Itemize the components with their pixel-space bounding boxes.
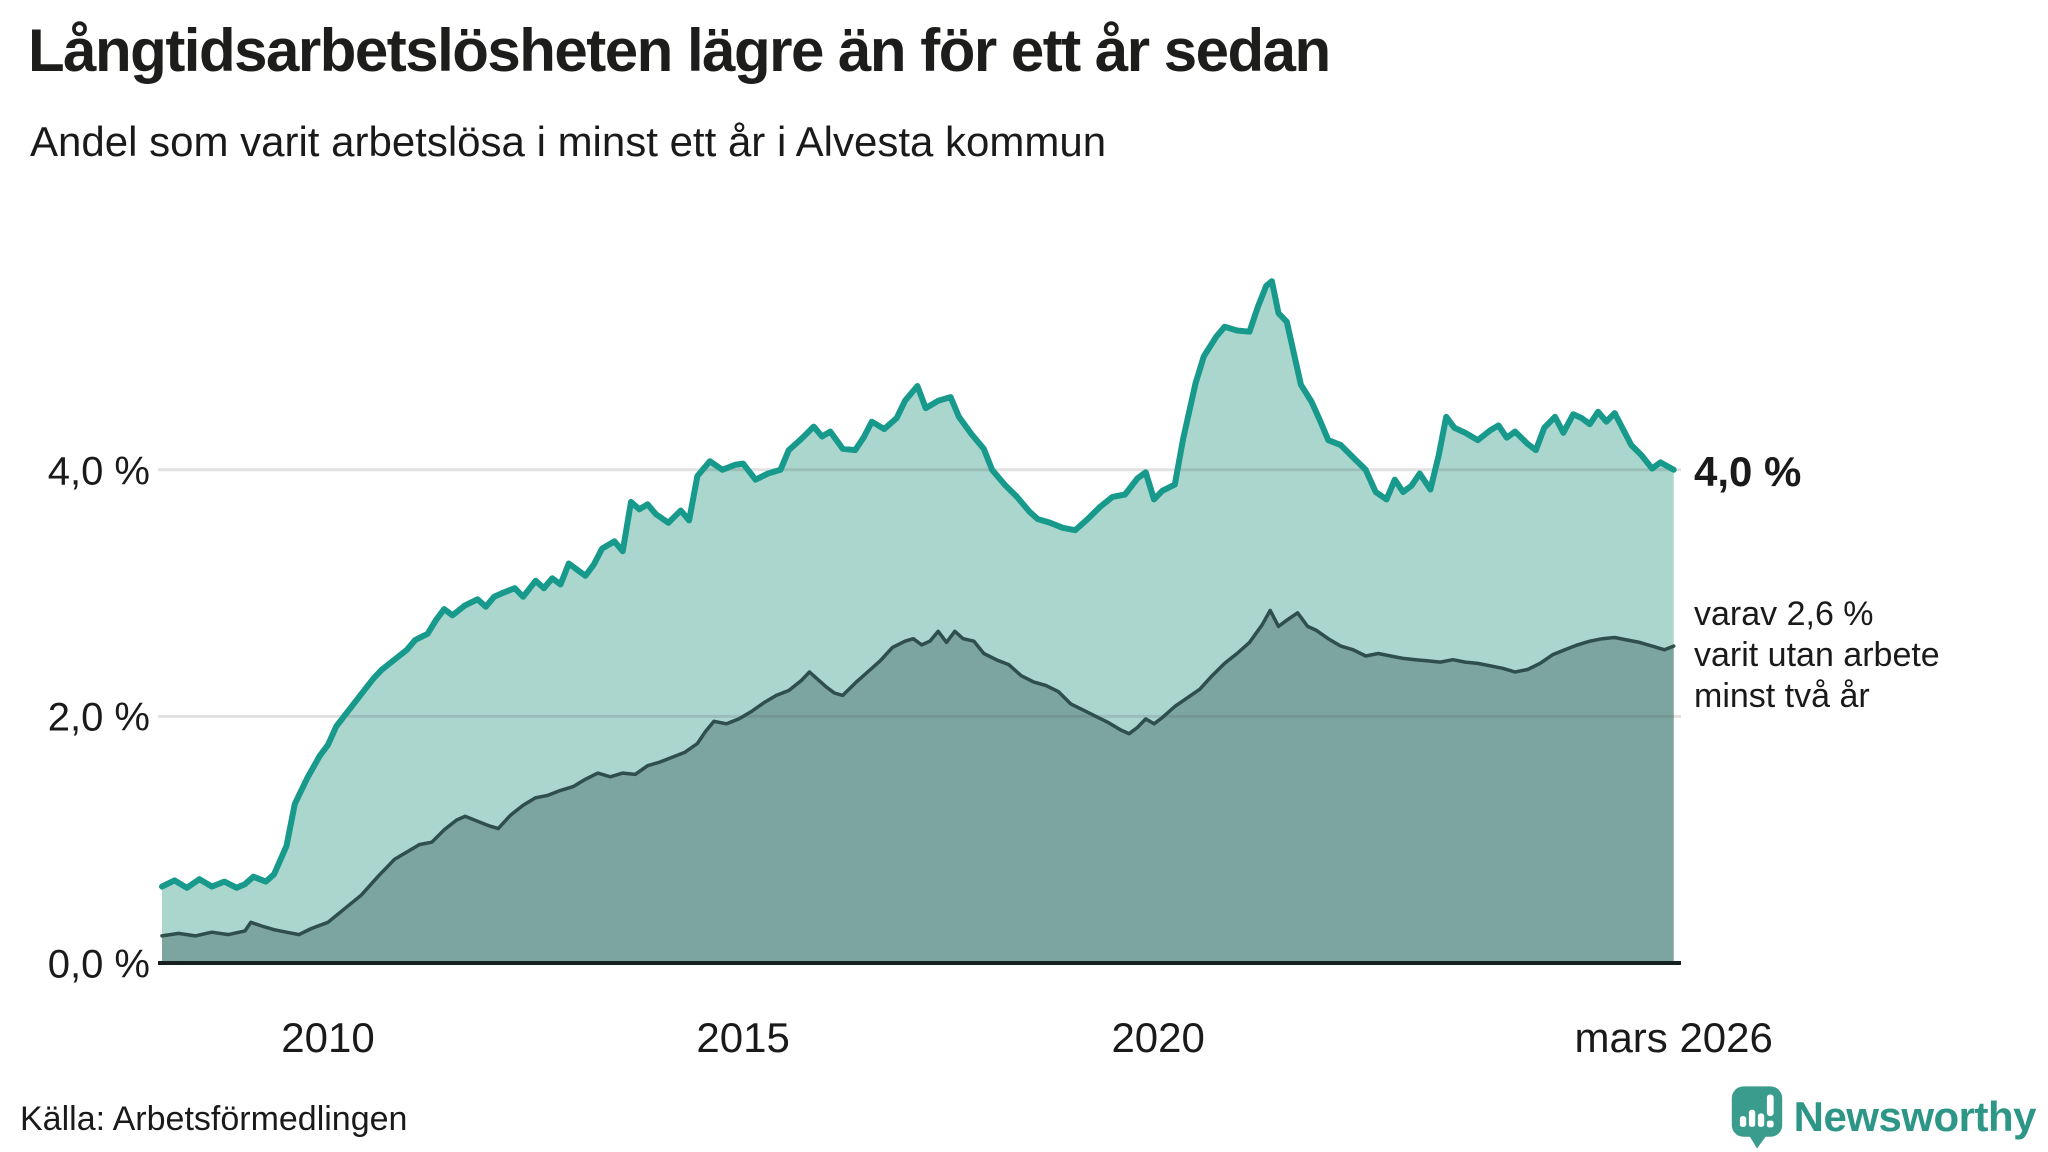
x-axis-label-2010: 2010 xyxy=(281,1014,375,1061)
y-axis-label-4: 4,0 % xyxy=(47,449,150,494)
chart-subtitle: Andel som varit arbetslösa i minst ett å… xyxy=(30,118,1107,165)
secondary-series-annotation: varav 2,6 % varit utan arbete minst två … xyxy=(1694,594,1940,717)
x-axis-label-2020: 2020 xyxy=(1111,1014,1205,1061)
newsworthy-wordmark: Newsworthy xyxy=(1793,1093,2037,1140)
source-note: Källa: Arbetsförmedlingen xyxy=(20,1100,408,1138)
annotation-line-3: minst två år xyxy=(1694,677,1870,715)
x-axis-label-2015: 2015 xyxy=(696,1014,790,1061)
x-axis-label-mars-2026: mars 2026 xyxy=(1574,1014,1773,1061)
area-at-least-two-years xyxy=(162,610,1674,963)
newsworthy-logo: Newsworthy xyxy=(1730,1084,2037,1150)
newsworthy-icon xyxy=(1731,1086,1782,1149)
y-axis-label-2: 2,0 % xyxy=(47,695,150,740)
series-end-value-label: 4,0 % xyxy=(1694,448,1802,495)
line-at-least-two-years xyxy=(160,608,1676,938)
page-title: Långtidsarbetslösheten lägre än för ett … xyxy=(28,17,1331,84)
annotation-line-2: varit utan arbete xyxy=(1694,636,1940,674)
annotation-line-1: varav 2,6 % xyxy=(1694,595,1874,633)
line-at-least-one-year xyxy=(159,278,1677,891)
y-axis-label-0: 0,0 % xyxy=(47,942,150,987)
